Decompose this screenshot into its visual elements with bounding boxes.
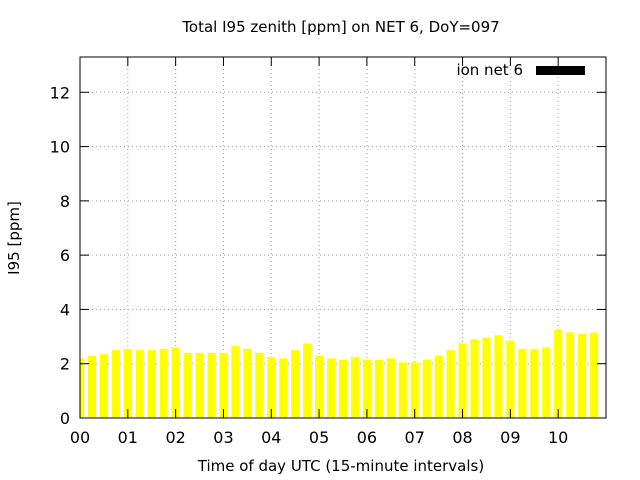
bar xyxy=(542,347,551,418)
x-tick-label: 08 xyxy=(452,428,472,447)
ticks xyxy=(79,57,606,419)
bar xyxy=(554,329,563,418)
x-tick-label: 10 xyxy=(548,428,568,447)
bar xyxy=(566,332,575,418)
y-tick-label: 4 xyxy=(60,300,70,319)
x-tick-label: 01 xyxy=(118,428,138,447)
chart-title: Total I95 zenith [ppm] on NET 6, DoY=097 xyxy=(181,18,499,36)
bar xyxy=(494,335,503,418)
bar xyxy=(470,339,479,418)
y-tick-label: 8 xyxy=(60,192,70,211)
bar xyxy=(530,348,539,418)
bar xyxy=(207,352,216,418)
bar xyxy=(99,354,108,418)
x-tick-label: 09 xyxy=(500,428,520,447)
bar xyxy=(315,355,324,418)
x-tick-label: 03 xyxy=(213,428,233,447)
bar xyxy=(350,356,360,418)
bar xyxy=(386,358,395,418)
y-tick-label: 12 xyxy=(50,83,70,102)
bar xyxy=(219,352,228,418)
bar xyxy=(398,362,407,418)
x-tick-label: 07 xyxy=(405,428,425,447)
bar xyxy=(267,356,276,418)
bar xyxy=(183,352,192,418)
bar xyxy=(446,350,455,418)
bar xyxy=(326,358,336,418)
legend-label: ion net 6 xyxy=(456,61,523,79)
bars xyxy=(80,329,599,418)
x-tick-label: 05 xyxy=(309,428,329,447)
bar xyxy=(458,343,467,418)
plot-frame xyxy=(79,56,607,419)
bar xyxy=(87,355,97,418)
y-tick-label: 10 xyxy=(50,138,70,157)
bar xyxy=(422,359,431,418)
y-axis-label: I95 [ppm] xyxy=(5,201,23,275)
bar xyxy=(279,358,288,418)
bar xyxy=(303,343,312,418)
bar xyxy=(255,352,264,418)
bar xyxy=(291,350,300,418)
y-tick-label: 6 xyxy=(60,246,70,265)
bar xyxy=(231,346,240,418)
bar xyxy=(374,359,383,418)
y-tick-label: 0 xyxy=(60,409,70,428)
bar xyxy=(518,348,527,418)
bar xyxy=(243,348,252,418)
bar xyxy=(195,352,204,418)
x-axis-label: Time of day UTC (15-minute intervals) xyxy=(197,457,484,475)
bar xyxy=(159,348,168,418)
bar xyxy=(171,347,180,418)
bar xyxy=(111,350,120,418)
bar xyxy=(589,332,599,418)
x-tick-label: 04 xyxy=(261,428,281,447)
bar xyxy=(482,337,491,418)
x-tick-label: 06 xyxy=(357,428,377,447)
x-tick-label: 00 xyxy=(70,428,90,447)
bar xyxy=(362,359,371,418)
bar xyxy=(434,355,443,418)
bar xyxy=(123,348,132,418)
x-tick-labels: 00 01 02 03 04 05 06 07 08 09 10 xyxy=(70,428,569,447)
y-tick-label: 2 xyxy=(60,355,70,374)
x-tick-label: 02 xyxy=(165,428,185,447)
bar xyxy=(80,358,85,418)
bar xyxy=(578,333,587,418)
bar xyxy=(147,350,156,418)
bar xyxy=(506,340,515,418)
bar xyxy=(338,359,348,418)
bar xyxy=(410,362,419,418)
y-tick-labels: 0 2 4 6 8 10 12 xyxy=(50,83,70,428)
legend-swatch xyxy=(536,66,585,75)
legend: ion net 6 xyxy=(456,61,585,79)
bar xyxy=(135,350,144,418)
